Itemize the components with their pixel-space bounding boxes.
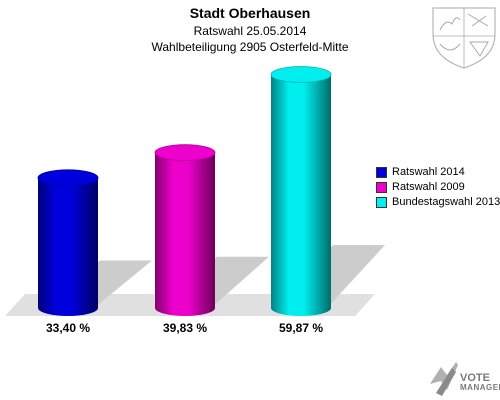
value-label: 59,87 % xyxy=(279,321,323,335)
legend-label: Ratswahl 2014 xyxy=(392,166,465,178)
bar xyxy=(271,74,331,316)
bar-top xyxy=(270,66,332,83)
vote-manager-brand: VOTE MANAGER xyxy=(460,372,500,393)
value-label: 33,40 % xyxy=(46,321,90,335)
legend-swatch xyxy=(376,181,387,193)
legend-label: Bundestagswahl 2013 xyxy=(392,196,500,208)
bar xyxy=(155,152,215,316)
brand-line-2: MANAGER xyxy=(460,383,500,392)
chart-title: Stadt Oberhausen xyxy=(189,5,311,21)
vote-manager-logo-icon xyxy=(430,362,458,396)
bar-top xyxy=(154,144,216,162)
bar xyxy=(38,177,98,316)
bar-top xyxy=(37,169,99,187)
legend-swatch xyxy=(376,196,387,208)
chart-subtitle-election: Ratswahl 25.05.2014 xyxy=(193,24,307,38)
legend-item-bundestagswahl-2013: Bundestagswahl 2013 xyxy=(376,195,500,209)
legend-label: Ratswahl 2009 xyxy=(392,181,465,193)
legend-swatch xyxy=(376,166,387,178)
crest-icon xyxy=(432,7,496,69)
legend-item-ratswahl-2009: Ratswahl 2009 xyxy=(376,180,465,194)
legend-item-ratswahl-2014: Ratswahl 2014 xyxy=(376,165,465,179)
value-labels-group: 33,40 % 39,83 % 59,87 % xyxy=(46,321,323,335)
brand-line-1: VOTE xyxy=(460,372,490,384)
chart-subtitle-district: Wahlbeteiligung 2905 Osterfeld-Mitte xyxy=(151,40,349,54)
value-label: 39,83 % xyxy=(163,321,207,335)
bars-group xyxy=(37,66,385,316)
